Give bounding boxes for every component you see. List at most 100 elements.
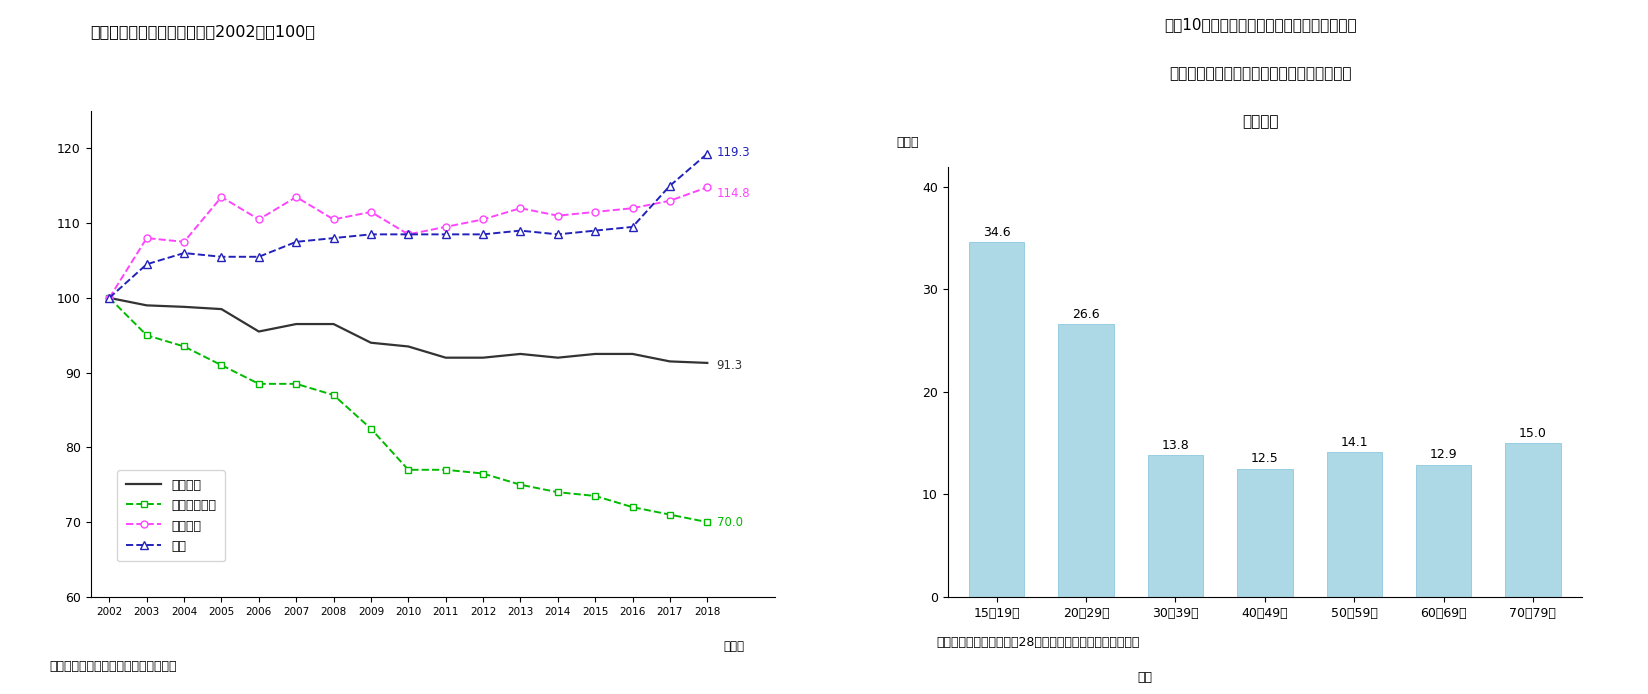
保健医療 (175, 237, 194, 246)
通信 (323, 234, 343, 242)
Text: 15.0: 15.0 (1519, 427, 1547, 439)
通信 (361, 230, 381, 239)
Text: （資料）総務省「家計調査」より作成: （資料）総務省「家計調査」より作成 (49, 660, 176, 673)
Bar (1147, 455, 1203, 597)
保健医療 (585, 208, 605, 216)
保健医療 (399, 230, 419, 239)
消費支出 (697, 359, 717, 367)
Text: 12.5: 12.5 (1251, 452, 1279, 465)
Text: 26.6: 26.6 (1073, 307, 1099, 321)
Bar (1058, 324, 1114, 597)
Bar (969, 242, 1025, 597)
消費支出 (547, 353, 567, 362)
保健医療 (323, 215, 343, 223)
Bar (1327, 452, 1383, 597)
Text: 「スポーツ観戦・映画・コンサート鑑賞」の: 「スポーツ観戦・映画・コンサート鑑賞」の (1170, 66, 1351, 81)
通信 (435, 230, 455, 239)
消費支出 (99, 294, 119, 302)
通信 (99, 294, 119, 302)
被服及び履物 (323, 391, 343, 399)
被服及び履物 (287, 380, 307, 388)
保健医療 (211, 193, 231, 201)
保健医療 (623, 204, 643, 212)
被服及び履物 (249, 380, 269, 388)
Text: 図表９　総世帯の消費支出（2002年＝100）: 図表９ 総世帯の消費支出（2002年＝100） (91, 24, 316, 40)
保健医療 (287, 193, 307, 201)
Text: 34.6: 34.6 (982, 226, 1010, 239)
消費支出 (623, 350, 643, 358)
消費支出 (661, 357, 681, 366)
保健医療 (473, 215, 493, 223)
Text: 図表10　現在お金をかけているもののうち、: 図表10 現在お金をかけているもののうち、 (1165, 17, 1356, 33)
消費支出 (175, 303, 194, 311)
Text: 13.8: 13.8 (1162, 439, 1190, 452)
通信 (399, 230, 419, 239)
被服及び履物 (175, 342, 194, 350)
通信 (287, 237, 307, 246)
Text: 70.0: 70.0 (717, 516, 743, 529)
保健医療 (697, 183, 717, 192)
通信 (697, 149, 717, 158)
Text: 選択割合: 選択割合 (1243, 115, 1279, 130)
Text: 119.3: 119.3 (717, 146, 750, 159)
消費支出 (585, 350, 605, 358)
通信 (585, 226, 605, 235)
保健医療 (435, 223, 455, 231)
通信 (661, 182, 681, 190)
Bar (1416, 465, 1472, 597)
通信 (137, 260, 157, 269)
Line: 被服及び履物: 被服及び履物 (105, 295, 710, 525)
通信 (249, 253, 269, 261)
消費支出 (473, 353, 493, 362)
Line: 保健医療: 保健医療 (105, 184, 710, 301)
Bar (1505, 443, 1561, 597)
Legend: 消費支出, 被服及び履物, 保健医療, 通信: 消費支出, 被服及び履物, 保健医療, 通信 (117, 471, 224, 561)
Text: 14.1: 14.1 (1340, 436, 1368, 449)
被服及び履物 (585, 492, 605, 500)
通信 (175, 249, 194, 257)
通信 (623, 223, 643, 231)
被服及び履物 (547, 488, 567, 496)
Text: 12.9: 12.9 (1430, 448, 1457, 461)
Text: 114.8: 114.8 (717, 187, 750, 200)
消費支出 (249, 328, 269, 336)
通信 (547, 230, 567, 239)
消費支出 (323, 320, 343, 328)
消費支出 (361, 339, 381, 347)
通信 (211, 253, 231, 261)
被服及び履物 (623, 503, 643, 511)
消費支出 (511, 350, 531, 358)
Line: 通信: 通信 (105, 150, 710, 302)
通信 (511, 226, 531, 235)
Text: 作成: 作成 (1137, 670, 1154, 684)
被服及び履物 (211, 361, 231, 369)
保健医療 (511, 204, 531, 212)
保健医療 (547, 212, 567, 220)
被服及び履物 (435, 466, 455, 474)
消費支出 (399, 342, 419, 350)
消費支出 (287, 320, 307, 328)
消費支出 (137, 301, 157, 310)
被服及び履物 (399, 466, 419, 474)
被服及び履物 (697, 518, 717, 526)
被服及び履物 (137, 331, 157, 339)
被服及び履物 (99, 294, 119, 302)
保健医療 (137, 234, 157, 242)
消費支出 (435, 353, 455, 362)
Text: （年）: （年） (723, 640, 745, 653)
Text: 91.3: 91.3 (717, 359, 743, 372)
保健医療 (661, 196, 681, 205)
保健医療 (99, 294, 119, 302)
被服及び履物 (361, 425, 381, 433)
通信 (473, 230, 493, 239)
被服及び履物 (511, 480, 531, 489)
Text: （資料）消費者庁「平成28年度消費者意識基本調査」より: （資料）消費者庁「平成28年度消費者意識基本調査」より (936, 636, 1139, 649)
保健医療 (361, 208, 381, 216)
Text: （％）: （％） (897, 136, 920, 149)
Line: 消費支出: 消費支出 (109, 298, 707, 363)
Bar (1238, 468, 1292, 597)
被服及び履物 (661, 511, 681, 519)
消費支出 (211, 305, 231, 313)
被服及び履物 (473, 469, 493, 477)
保健医療 (249, 215, 269, 223)
